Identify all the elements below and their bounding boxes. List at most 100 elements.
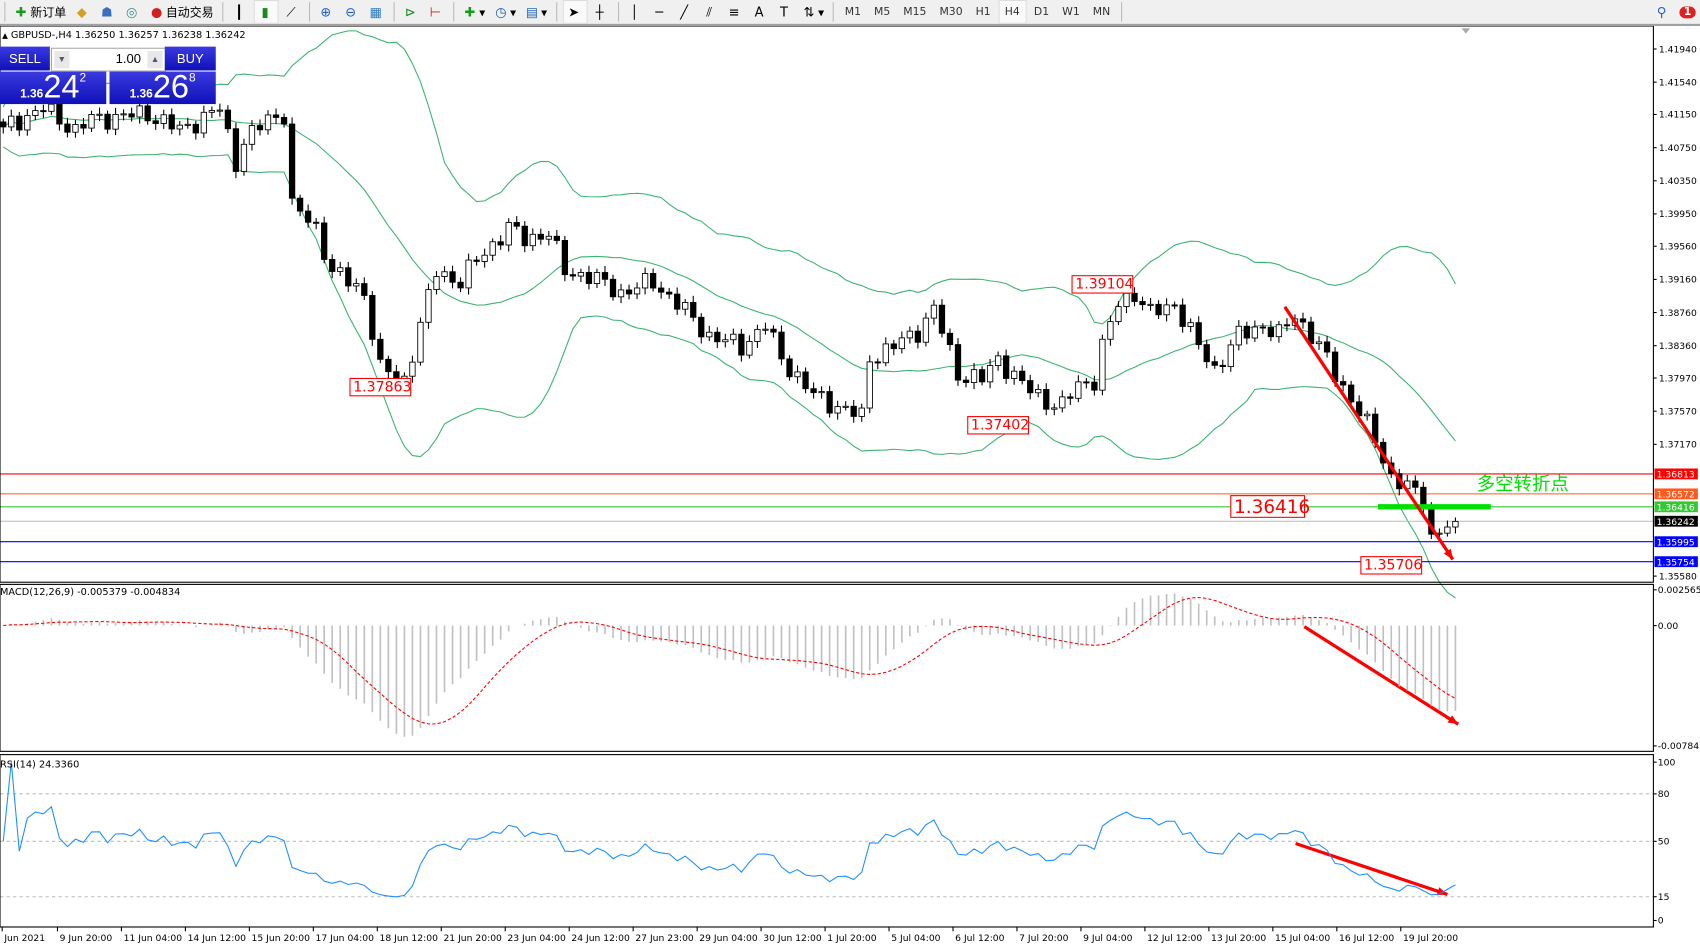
candle[interactable] — [24, 109, 31, 136]
candle[interactable] — [361, 277, 368, 301]
timeframe-m15[interactable]: M15 — [903, 5, 927, 18]
collapse-triangle-icon[interactable]: ▲ — [2, 31, 8, 40]
candle[interactable] — [264, 110, 272, 135]
chart-shift-button[interactable]: ⊢ — [425, 1, 448, 23]
candle[interactable] — [457, 277, 464, 293]
candle[interactable] — [1035, 384, 1042, 398]
candle[interactable] — [345, 261, 352, 292]
candle[interactable] — [1059, 390, 1066, 413]
candle[interactable] — [617, 283, 625, 304]
candle[interactable] — [890, 339, 897, 356]
indicators-button[interactable]: ✚ ▾ — [464, 3, 486, 19]
arrows-button[interactable]: ⇅ ▾ — [803, 3, 825, 19]
candle[interactable] — [1051, 403, 1058, 416]
candle[interactable] — [794, 365, 801, 384]
candle[interactable] — [850, 399, 857, 423]
candle[interactable] — [1147, 297, 1154, 311]
candle[interactable] — [112, 107, 119, 136]
candle[interactable] — [377, 332, 384, 364]
candle[interactable] — [1251, 320, 1258, 342]
candle[interactable] — [914, 325, 922, 349]
candle[interactable] — [1139, 296, 1146, 311]
candle[interactable] — [641, 267, 649, 295]
candle[interactable] — [1187, 318, 1194, 333]
candle[interactable] — [529, 228, 536, 251]
candle[interactable] — [738, 328, 745, 362]
line-chart-button[interactable]: ⟋ — [281, 1, 304, 23]
bar-chart-button[interactable]: ┃ — [229, 1, 252, 23]
price-annotation-box[interactable] — [349, 377, 412, 397]
candle[interactable] — [64, 117, 71, 138]
candle[interactable] — [40, 104, 47, 118]
candle[interactable] — [866, 355, 873, 414]
candle[interactable] — [120, 109, 127, 121]
new-order-button[interactable]: ✚ 新订单 — [11, 1, 70, 23]
candle[interactable] — [192, 120, 199, 140]
text-button[interactable]: A — [749, 1, 772, 23]
candle[interactable] — [248, 120, 256, 151]
lot-size-value[interactable]: 1.00 — [115, 50, 141, 67]
candle[interactable] — [994, 351, 1002, 371]
fibonacci-button[interactable]: ≡ — [724, 1, 747, 23]
candle[interactable] — [1283, 318, 1291, 332]
candle[interactable] — [633, 282, 641, 300]
candle[interactable] — [818, 386, 825, 399]
price-trend-arrow[interactable] — [1283, 305, 1455, 561]
candle[interactable] — [954, 338, 962, 386]
candle[interactable] — [144, 100, 151, 125]
candle[interactable] — [409, 355, 416, 383]
auto-trading-button[interactable]: ● 自动交易 — [146, 1, 216, 23]
crosshair-button[interactable]: ┼ — [589, 1, 612, 23]
candle[interactable] — [385, 355, 392, 379]
candle[interactable] — [32, 105, 39, 121]
price-annotation-box[interactable] — [1071, 275, 1134, 294]
candle[interactable] — [417, 317, 424, 366]
candle[interactable] — [858, 403, 865, 422]
candle[interactable] — [256, 119, 264, 136]
candle[interactable] — [786, 355, 793, 381]
candle[interactable] — [272, 108, 280, 125]
candle[interactable] — [922, 312, 930, 347]
candle[interactable] — [625, 284, 633, 300]
candle[interactable] — [321, 216, 328, 264]
candle[interactable] — [96, 107, 103, 122]
candle[interactable] — [473, 255, 480, 266]
macd-panel[interactable] — [3, 593, 1460, 737]
trendline-button[interactable]: ╱ — [674, 1, 697, 23]
candle[interactable] — [962, 376, 970, 388]
candle[interactable] — [224, 105, 232, 133]
price-annotation-box[interactable] — [1230, 495, 1306, 518]
candle[interactable] — [690, 295, 697, 322]
candle[interactable] — [834, 400, 841, 420]
rsi-trend-arrow[interactable] — [1295, 841, 1448, 897]
candle[interactable] — [553, 230, 560, 245]
zoom-in-button[interactable]: ⊕ — [316, 1, 339, 23]
candle[interactable] — [762, 322, 769, 335]
candle[interactable] — [545, 230, 552, 246]
candle[interactable] — [1091, 375, 1098, 396]
candle[interactable] — [1211, 355, 1218, 369]
candle[interactable] — [1243, 321, 1250, 345]
candle[interactable] — [746, 335, 753, 359]
chart-shift-marker-icon[interactable] — [1461, 28, 1471, 34]
candle[interactable] — [649, 268, 657, 292]
price-chart[interactable]: 1.37863 1.37402 1.39104 1.36416 1.35706 — [0, 30, 1654, 599]
text-label-button[interactable]: T — [774, 1, 797, 23]
candle[interactable] — [1083, 377, 1090, 389]
candle[interactable] — [609, 274, 617, 301]
notifications-button[interactable]: 1 — [1676, 1, 1699, 23]
candle[interactable] — [1444, 520, 1451, 537]
bid-price[interactable]: 1.36242 — [0, 71, 107, 105]
candle[interactable] — [369, 291, 376, 346]
candle[interactable] — [754, 324, 761, 348]
candle[interactable] — [1299, 312, 1307, 329]
candle[interactable] — [337, 261, 344, 277]
candle[interactable] — [425, 283, 432, 329]
candle[interactable] — [1323, 336, 1331, 358]
candle[interactable] — [465, 253, 472, 295]
candle[interactable] — [1011, 366, 1018, 385]
candle[interactable] — [1219, 359, 1226, 374]
candle[interactable] — [842, 401, 849, 411]
candle[interactable] — [714, 327, 721, 348]
candle[interactable] — [208, 106, 215, 119]
